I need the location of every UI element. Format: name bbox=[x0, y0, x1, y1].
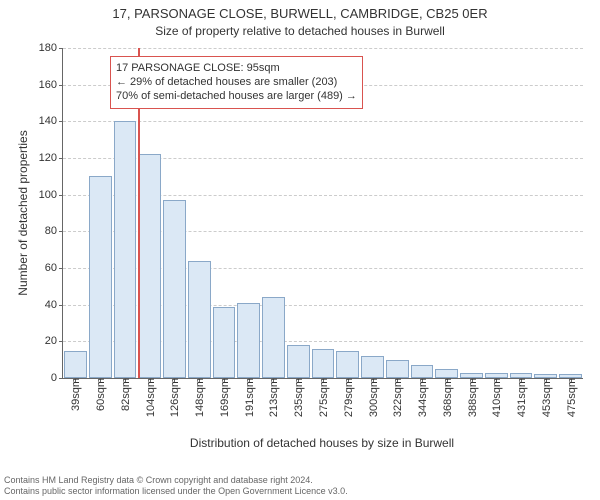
x-tick-label: 148sqm bbox=[192, 378, 206, 417]
y-tick-label: 120 bbox=[39, 152, 63, 164]
histogram-bar bbox=[361, 356, 384, 378]
y-axis-label: Number of detached properties bbox=[16, 130, 30, 295]
x-axis-label: Distribution of detached houses by size … bbox=[62, 436, 582, 450]
x-tick-label: 235sqm bbox=[291, 378, 305, 417]
histogram-bar bbox=[163, 200, 186, 378]
chart-title-sub: Size of property relative to detached ho… bbox=[0, 24, 600, 38]
x-tick-label: 431sqm bbox=[514, 378, 528, 417]
histogram-bar bbox=[64, 351, 87, 379]
footer-line: Contains public sector information licen… bbox=[4, 486, 348, 496]
y-tick-label: 0 bbox=[51, 372, 63, 384]
annotation-line: ← 29% of detached houses are smaller (20… bbox=[116, 76, 357, 90]
y-gridline bbox=[63, 48, 583, 49]
y-gridline bbox=[63, 121, 583, 122]
histogram-bar bbox=[386, 360, 409, 378]
y-tick-label: 20 bbox=[45, 335, 63, 347]
chart-title-main: 17, PARSONAGE CLOSE, BURWELL, CAMBRIDGE,… bbox=[0, 6, 600, 21]
histogram-bar bbox=[336, 351, 359, 379]
histogram-bar bbox=[114, 121, 137, 378]
annotation-line: 70% of semi-detached houses are larger (… bbox=[116, 90, 357, 104]
x-tick-label: 275sqm bbox=[316, 378, 330, 417]
footer-attribution: Contains HM Land Registry data © Crown c… bbox=[4, 475, 348, 496]
footer-line: Contains HM Land Registry data © Crown c… bbox=[4, 475, 348, 485]
histogram-bar bbox=[89, 176, 112, 378]
x-tick-label: 388sqm bbox=[465, 378, 479, 417]
histogram-bar bbox=[287, 345, 310, 378]
histogram-bar bbox=[188, 261, 211, 378]
annotation-line: 17 PARSONAGE CLOSE: 95sqm bbox=[116, 62, 357, 76]
y-tick-label: 180 bbox=[39, 42, 63, 54]
histogram-bar bbox=[411, 365, 434, 378]
x-tick-label: 368sqm bbox=[440, 378, 454, 417]
x-tick-label: 453sqm bbox=[539, 378, 553, 417]
histogram-bar bbox=[312, 349, 335, 378]
histogram-bar bbox=[435, 369, 458, 378]
y-tick-label: 160 bbox=[39, 79, 63, 91]
x-tick-label: 410sqm bbox=[489, 378, 503, 417]
x-tick-label: 82sqm bbox=[118, 378, 132, 411]
x-tick-label: 60sqm bbox=[93, 378, 107, 411]
x-tick-label: 213sqm bbox=[266, 378, 280, 417]
x-tick-label: 279sqm bbox=[341, 378, 355, 417]
annotation-box: 17 PARSONAGE CLOSE: 95sqm ← 29% of detac… bbox=[110, 56, 363, 109]
x-tick-label: 344sqm bbox=[415, 378, 429, 417]
y-tick-label: 40 bbox=[45, 299, 63, 311]
x-tick-label: 322sqm bbox=[390, 378, 404, 417]
y-tick-label: 100 bbox=[39, 189, 63, 201]
x-tick-label: 39sqm bbox=[68, 378, 82, 411]
x-tick-label: 169sqm bbox=[217, 378, 231, 417]
x-tick-label: 475sqm bbox=[564, 378, 578, 417]
x-tick-label: 104sqm bbox=[143, 378, 157, 417]
y-tick-label: 80 bbox=[45, 225, 63, 237]
x-tick-label: 300sqm bbox=[366, 378, 380, 417]
histogram-bar bbox=[262, 297, 285, 378]
x-tick-label: 126sqm bbox=[167, 378, 181, 417]
y-tick-label: 140 bbox=[39, 115, 63, 127]
y-tick-label: 60 bbox=[45, 262, 63, 274]
histogram-bar bbox=[237, 303, 260, 378]
figure: 17, PARSONAGE CLOSE, BURWELL, CAMBRIDGE,… bbox=[0, 0, 600, 500]
histogram-bar bbox=[213, 307, 236, 379]
x-tick-label: 191sqm bbox=[242, 378, 256, 417]
histogram-bar bbox=[138, 154, 161, 378]
